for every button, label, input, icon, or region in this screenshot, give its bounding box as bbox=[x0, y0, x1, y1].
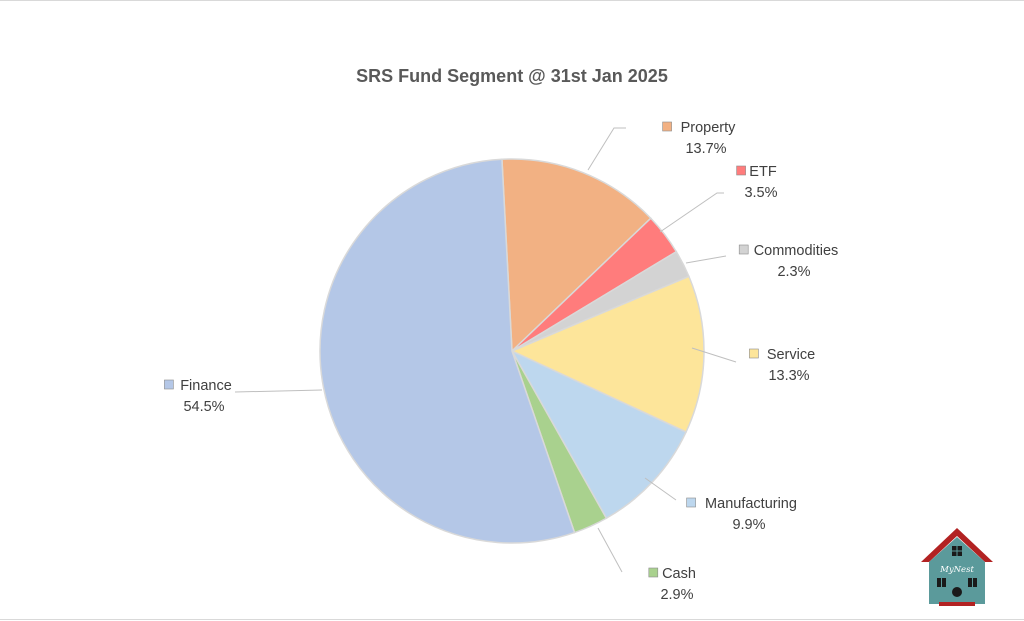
legend-swatch-commodities bbox=[738, 244, 749, 255]
legend-swatch-manufacturing bbox=[686, 497, 696, 508]
leader-line-finance bbox=[234, 389, 323, 393]
slice-label-service: Service bbox=[767, 347, 815, 363]
legend-swatch-finance bbox=[164, 379, 174, 390]
slice-value-etf: 3.5% bbox=[744, 185, 777, 201]
legend-swatch-property bbox=[662, 121, 672, 132]
slice-label-manufacturing: Manufacturing bbox=[705, 496, 797, 512]
slice-label-finance: Finance bbox=[180, 378, 232, 394]
logo-base bbox=[939, 602, 975, 606]
leader-line-property bbox=[587, 127, 626, 171]
pie-slice-service bbox=[510, 275, 705, 434]
slice-value-manufacturing: 9.9% bbox=[732, 517, 765, 533]
logo-text: MyNest bbox=[939, 565, 974, 575]
legend-swatch-service bbox=[749, 348, 759, 359]
slice-value-cash: 2.9% bbox=[660, 587, 693, 603]
mynest-logo: MyNest bbox=[921, 528, 993, 606]
logo-door bbox=[952, 587, 962, 597]
slice-value-property: 13.7% bbox=[685, 141, 726, 157]
pie-slice-manufacturing bbox=[510, 349, 688, 520]
leader-line-manufacturing bbox=[644, 477, 677, 501]
leader-line-service bbox=[691, 347, 737, 363]
legend-swatch-cash bbox=[648, 567, 659, 578]
pie-slice-property bbox=[501, 158, 652, 353]
slice-label-commodities: Commodities bbox=[754, 243, 839, 259]
pie-slices bbox=[319, 158, 705, 544]
slice-label-etf: ETF bbox=[749, 164, 777, 180]
leader-line-etf bbox=[659, 192, 724, 233]
leader-lines bbox=[234, 127, 737, 573]
chart-title: SRS Fund Segment @ 31st Jan 2025 bbox=[356, 66, 668, 86]
logo-roof bbox=[921, 528, 993, 562]
slice-value-commodities: 2.3% bbox=[777, 264, 810, 280]
slice-labels: Property 13.7% ETF 3.5% Commodities 2.3% Servi… bbox=[164, 120, 838, 603]
leader-line-commodities bbox=[685, 255, 727, 264]
legend-swatch-etf bbox=[736, 165, 746, 176]
leader-line-cash bbox=[597, 527, 623, 573]
logo-house bbox=[929, 537, 985, 604]
pie-slice-finance bbox=[319, 158, 576, 544]
slice-label-property: Property bbox=[681, 120, 737, 136]
slice-value-service: 13.3% bbox=[768, 368, 809, 384]
slice-value-finance: 54.5% bbox=[183, 399, 224, 415]
slice-label-cash: Cash bbox=[662, 566, 696, 582]
